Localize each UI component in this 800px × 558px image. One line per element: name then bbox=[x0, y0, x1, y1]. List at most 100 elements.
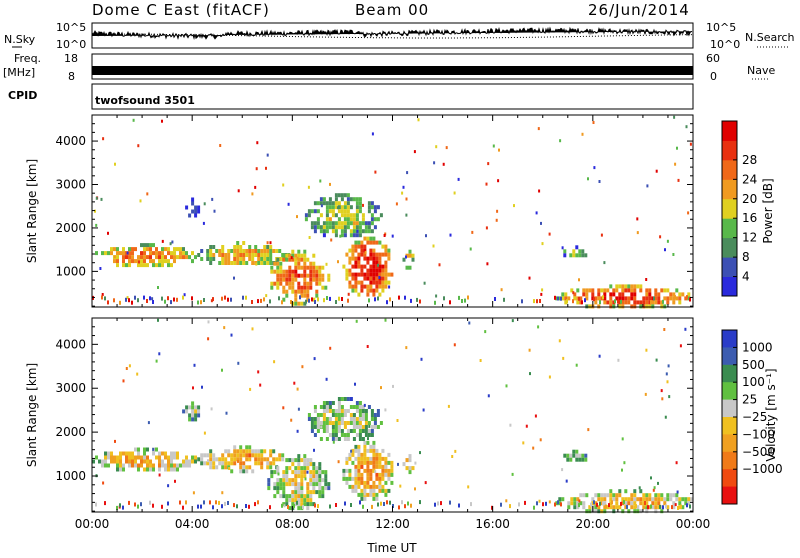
power-cell bbox=[564, 300, 568, 305]
power-cell bbox=[367, 221, 371, 226]
velocity-cell bbox=[378, 484, 382, 489]
power-cell bbox=[325, 201, 329, 206]
power-cell bbox=[309, 273, 313, 278]
velocity-cell bbox=[140, 459, 143, 464]
velocity-cell bbox=[194, 413, 198, 418]
power-cell bbox=[328, 217, 332, 222]
power-cell bbox=[579, 300, 583, 305]
power-cell bbox=[128, 251, 131, 256]
power-cell bbox=[237, 189, 240, 193]
velocity-cell bbox=[276, 466, 280, 471]
power-cell bbox=[322, 233, 326, 238]
velocity-cell bbox=[209, 465, 213, 470]
velocity-cell bbox=[357, 460, 361, 465]
power-cell bbox=[366, 240, 370, 245]
velocity-cell bbox=[182, 409, 186, 414]
velocity-cell bbox=[300, 466, 304, 471]
velocity-cell bbox=[182, 463, 185, 468]
power-cell bbox=[563, 253, 567, 258]
power-cell bbox=[282, 277, 286, 282]
power-cell bbox=[419, 299, 421, 304]
power-cell bbox=[486, 262, 489, 266]
velocity-cell bbox=[484, 330, 487, 334]
velocity-cell bbox=[248, 504, 250, 509]
velocity-cell bbox=[575, 457, 579, 462]
velocity-cell bbox=[245, 457, 249, 462]
power-cell bbox=[282, 285, 286, 290]
velocity-cell bbox=[328, 417, 332, 421]
velocity-cell bbox=[122, 505, 124, 510]
power-cell bbox=[345, 276, 349, 281]
power-cell bbox=[485, 182, 488, 186]
velocity-cell bbox=[237, 459, 239, 463]
velocity-cell bbox=[239, 469, 243, 474]
velocity-cell bbox=[303, 502, 307, 507]
power-cell bbox=[432, 244, 435, 248]
nave-tick-top: 60 bbox=[706, 52, 720, 65]
velocity-cell bbox=[331, 425, 335, 429]
velocity-cell bbox=[155, 447, 158, 452]
velocity-cell bbox=[282, 406, 285, 410]
power-cell bbox=[209, 245, 213, 249]
velocity-cell bbox=[161, 459, 164, 464]
velocity-cell bbox=[107, 451, 110, 456]
power-cell bbox=[369, 236, 373, 241]
velocity-cell bbox=[206, 453, 210, 458]
velocity-cell bbox=[678, 505, 682, 510]
velocity-cell bbox=[110, 451, 113, 456]
power-cell bbox=[315, 265, 319, 270]
power-cell bbox=[328, 205, 332, 210]
power-cell bbox=[245, 249, 249, 253]
power-cell bbox=[352, 213, 356, 218]
power-colorbar-tick-label: 20 bbox=[742, 192, 757, 206]
velocity-xtick-label: 20:00 bbox=[576, 517, 611, 531]
power-cell bbox=[245, 253, 249, 257]
power-cell bbox=[352, 221, 356, 226]
velocity-cell bbox=[372, 488, 376, 493]
power-cell bbox=[624, 284, 628, 289]
power-cell bbox=[597, 304, 601, 309]
velocity-cell bbox=[364, 425, 368, 429]
velocity-cell bbox=[623, 461, 626, 465]
velocity-cell bbox=[116, 505, 118, 510]
power-cell bbox=[591, 296, 595, 301]
velocity-cell bbox=[318, 474, 322, 479]
power-cell bbox=[309, 281, 313, 286]
power-cell bbox=[116, 255, 119, 260]
velocity-cell bbox=[194, 409, 198, 414]
velocity-cell bbox=[306, 470, 309, 474]
power-cell bbox=[349, 217, 353, 222]
power-cell bbox=[471, 230, 474, 234]
power-cell bbox=[191, 197, 195, 202]
power-cell bbox=[270, 285, 274, 290]
velocity-cell bbox=[381, 464, 385, 469]
power-cell bbox=[242, 261, 246, 265]
power-cell bbox=[281, 300, 283, 305]
power-cell bbox=[131, 300, 133, 305]
velocity-cell bbox=[242, 449, 246, 454]
velocity-cell bbox=[509, 423, 512, 427]
velocity-cell bbox=[618, 493, 622, 498]
power-cell bbox=[315, 273, 319, 278]
velocity-cell bbox=[505, 384, 508, 388]
velocity-cell bbox=[381, 484, 385, 489]
power-cell bbox=[314, 300, 316, 304]
velocity-cell bbox=[185, 409, 189, 414]
power-cell bbox=[285, 273, 289, 278]
velocity-cell bbox=[307, 413, 311, 417]
velocity-cell bbox=[357, 484, 361, 489]
velocity-cell bbox=[300, 506, 304, 511]
velocity-cell bbox=[322, 421, 326, 425]
velocity-cell bbox=[639, 489, 643, 494]
power-cell bbox=[375, 280, 379, 285]
velocity-cell bbox=[321, 494, 325, 499]
velocity-cell bbox=[233, 453, 237, 458]
velocity-cell bbox=[594, 509, 598, 514]
power-cell bbox=[325, 229, 329, 234]
power-cell bbox=[282, 183, 285, 187]
power-cell bbox=[654, 292, 658, 297]
velocity-cell bbox=[654, 501, 658, 506]
power-cell bbox=[684, 296, 688, 301]
power-cell bbox=[373, 217, 377, 222]
power-cell bbox=[660, 300, 664, 305]
